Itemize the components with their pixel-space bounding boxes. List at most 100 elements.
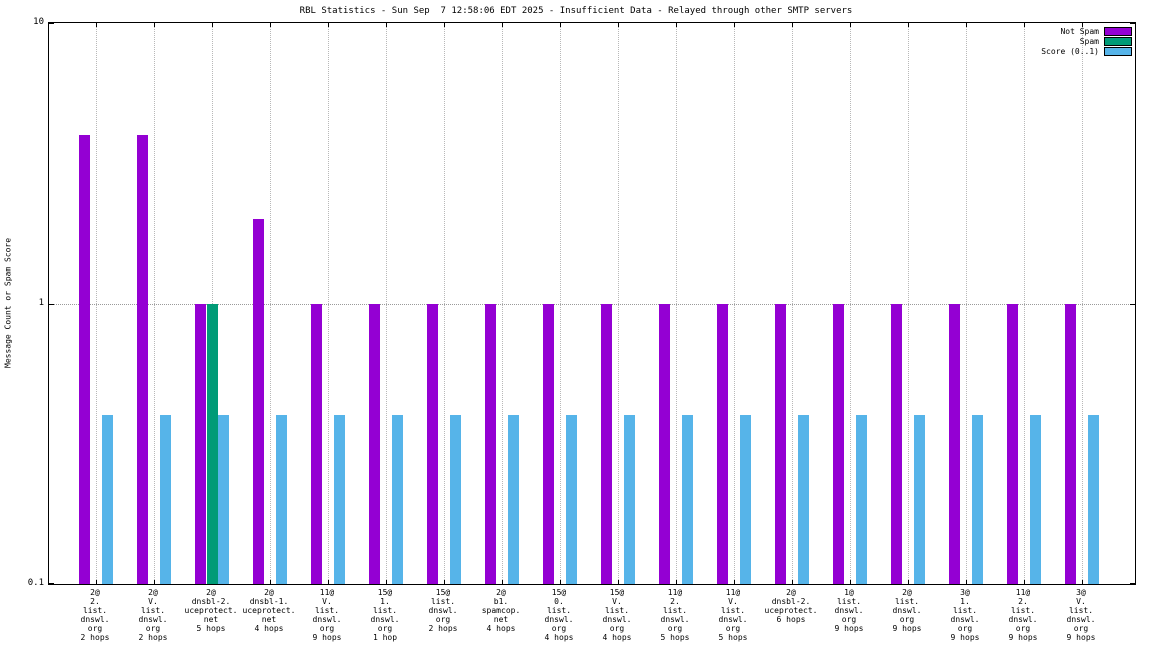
x-tick-mark <box>618 580 619 584</box>
legend-swatch-score <box>1104 47 1132 56</box>
bar-score-0-1- <box>160 415 171 584</box>
y-tick-label: 0.1 <box>27 578 44 588</box>
x-tick-label: 3@ 1. list. dnswl. org 9 hops <box>950 588 980 642</box>
x-tick-mark <box>386 580 387 584</box>
y-tick-mark <box>1130 583 1135 584</box>
bar-spam <box>206 303 218 584</box>
x-tick-label: 3@ V. list. dnswl. org 9 hops <box>1066 588 1096 642</box>
bar-not-spam <box>427 303 438 584</box>
x-tick-mark <box>502 580 503 584</box>
bar-score-0-1- <box>508 415 519 584</box>
bar-score-0-1- <box>914 415 925 584</box>
bar-score-0-1- <box>276 415 287 584</box>
bar-not-spam <box>369 303 380 584</box>
bar-score-0-1- <box>450 415 461 584</box>
y-tick-mark <box>1130 23 1135 24</box>
bar-not-spam <box>601 303 612 584</box>
legend-swatch-not-spam <box>1104 27 1132 36</box>
x-tick-mark <box>676 580 677 584</box>
x-tick-mark <box>96 580 97 584</box>
bar-score-0-1- <box>740 415 751 584</box>
x-tick-label: 2@ b1. spamcop. net 4 hops <box>481 588 521 633</box>
x-tick-label: 2@ dnsbl-1. uceprotect. net 4 hops <box>242 588 296 633</box>
y-tick-mark <box>49 23 54 24</box>
x-tick-mark <box>618 23 619 27</box>
bar-not-spam <box>775 303 786 584</box>
bar-not-spam <box>195 303 206 584</box>
bar-not-spam <box>543 303 554 584</box>
y-tick-label: 10 <box>33 17 44 27</box>
bar-not-spam <box>253 219 264 584</box>
x-tick-label: 2@ list. dnswl. org 9 hops <box>892 588 922 633</box>
y-tick-mark <box>49 583 54 584</box>
x-tick-label: 1@ list. dnswl. org 9 hops <box>834 588 864 633</box>
x-tick-mark <box>1024 23 1025 27</box>
x-tick-mark <box>386 23 387 27</box>
bar-score-0-1- <box>334 415 345 584</box>
x-tick-mark <box>1024 580 1025 584</box>
x-tick-label: 11@ 2. list. dnswl. org 9 hops <box>1008 588 1038 642</box>
bar-not-spam <box>949 303 960 584</box>
bar-score-0-1- <box>218 415 229 584</box>
x-tick-mark <box>850 580 851 584</box>
legend-label-score: Score (0..1) <box>1041 47 1099 56</box>
bar-score-0-1- <box>856 415 867 584</box>
x-tick-mark <box>560 23 561 27</box>
bar-score-0-1- <box>1030 415 1041 584</box>
bar-not-spam <box>1007 303 1018 584</box>
legend-entry-not-spam: Not Spam <box>1041 27 1132 36</box>
x-tick-label: 11@ V. list. dnswl. org 5 hops <box>718 588 748 642</box>
x-tick-mark <box>154 580 155 584</box>
x-tick-label: 2@ dnsbl-2. uceprotect. 6 hops <box>764 588 818 624</box>
x-tick-mark <box>212 23 213 27</box>
x-tick-label: 2@ V. list. dnswl. org 2 hops <box>138 588 168 642</box>
bar-score-0-1- <box>682 415 693 584</box>
x-tick-mark <box>154 23 155 27</box>
x-tick-label: 2@ dnsbl-2. uceprotect. net 5 hops <box>184 588 238 633</box>
bar-not-spam <box>717 303 728 584</box>
x-tick-mark <box>560 580 561 584</box>
bar-score-0-1- <box>624 415 635 584</box>
bar-score-0-1- <box>1088 415 1099 584</box>
plot-area <box>48 22 1136 585</box>
bar-not-spam <box>1065 303 1076 584</box>
chart-title: RBL Statistics - Sun Sep 7 12:58:06 EDT … <box>299 6 853 16</box>
x-tick-label: 15@ list. dnswl. org 2 hops <box>428 588 458 633</box>
x-tick-label: 11@ 2. list. dnswl. org 5 hops <box>660 588 690 642</box>
x-tick-mark <box>966 580 967 584</box>
x-tick-mark <box>850 23 851 27</box>
legend-label-spam: Spam <box>1079 37 1099 46</box>
x-tick-mark <box>908 23 909 27</box>
bar-score-0-1- <box>392 415 403 584</box>
x-tick-mark <box>676 23 677 27</box>
bar-score-0-1- <box>972 415 983 584</box>
x-tick-mark <box>328 580 329 584</box>
gridline-horizontal <box>49 303 1135 305</box>
bar-not-spam <box>833 303 844 584</box>
x-tick-mark <box>444 23 445 27</box>
x-tick-mark <box>792 580 793 584</box>
legend: Not Spam Spam Score (0..1) <box>1041 27 1132 56</box>
x-tick-mark <box>270 580 271 584</box>
bar-not-spam <box>311 303 322 584</box>
x-tick-mark <box>792 23 793 27</box>
bar-not-spam <box>891 303 902 584</box>
x-tick-mark <box>96 23 97 27</box>
x-tick-label: 15@ V. list. dnswl. org 4 hops <box>602 588 632 642</box>
legend-label-not-spam: Not Spam <box>1060 27 1099 36</box>
x-tick-label: 15@ 0. list. dnswl. org 4 hops <box>544 588 574 642</box>
x-tick-label: 15@ 1. list. dnswl. org 1 hop <box>370 588 400 642</box>
bar-not-spam <box>137 134 148 584</box>
x-tick-mark <box>444 580 445 584</box>
x-tick-mark <box>502 23 503 27</box>
x-tick-mark <box>328 23 329 27</box>
bar-not-spam <box>485 303 496 584</box>
y-tick-label: 1 <box>38 297 44 308</box>
bar-not-spam <box>79 134 90 584</box>
legend-entry-score: Score (0..1) <box>1041 47 1132 56</box>
bar-score-0-1- <box>566 415 577 584</box>
legend-entry-spam: Spam <box>1041 37 1132 46</box>
y-tick-mark <box>49 303 54 305</box>
x-tick-mark <box>270 23 271 27</box>
